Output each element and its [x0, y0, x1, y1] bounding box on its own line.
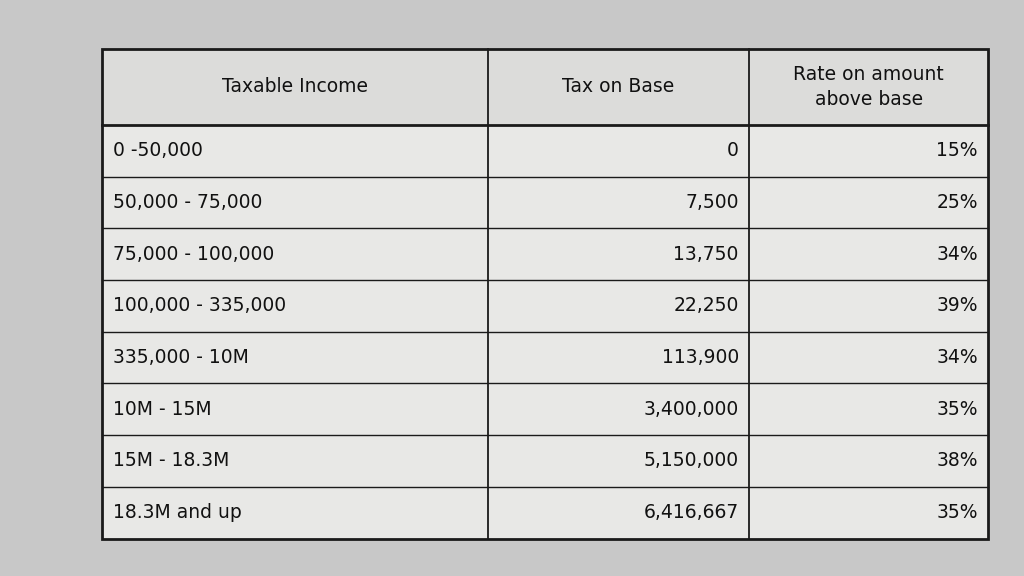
Bar [102, 49, 988, 125]
Text: 50,000 - 75,000: 50,000 - 75,000 [113, 193, 262, 212]
Text: Tax on Base: Tax on Base [562, 77, 675, 96]
Bar [102, 49, 988, 539]
Text: 6,416,667: 6,416,667 [643, 503, 738, 522]
Text: 35%: 35% [936, 400, 978, 419]
Text: Rate on amount
above base: Rate on amount above base [794, 65, 944, 109]
Text: 35%: 35% [936, 503, 978, 522]
Text: Taxable Income: Taxable Income [222, 77, 368, 96]
Text: 100,000 - 335,000: 100,000 - 335,000 [113, 296, 286, 315]
Text: 38%: 38% [936, 452, 978, 471]
Text: 75,000 - 100,000: 75,000 - 100,000 [113, 245, 273, 264]
Text: 335,000 - 10M: 335,000 - 10M [113, 348, 249, 367]
Text: 7,500: 7,500 [685, 193, 738, 212]
Text: 34%: 34% [936, 348, 978, 367]
Bar [102, 49, 988, 539]
Text: 10M - 15M: 10M - 15M [113, 400, 211, 419]
Text: 3,400,000: 3,400,000 [643, 400, 738, 419]
Text: 18.3M and up: 18.3M and up [113, 503, 242, 522]
Text: 15M - 18.3M: 15M - 18.3M [113, 452, 229, 471]
Text: 22,250: 22,250 [674, 296, 738, 315]
Text: 39%: 39% [936, 296, 978, 315]
Text: 5,150,000: 5,150,000 [644, 452, 738, 471]
Text: 113,900: 113,900 [662, 348, 738, 367]
Text: 0 -50,000: 0 -50,000 [113, 141, 203, 160]
Text: 15%: 15% [936, 141, 978, 160]
Text: 0: 0 [727, 141, 738, 160]
Text: 13,750: 13,750 [674, 245, 738, 264]
Text: 25%: 25% [936, 193, 978, 212]
Text: 34%: 34% [936, 245, 978, 264]
